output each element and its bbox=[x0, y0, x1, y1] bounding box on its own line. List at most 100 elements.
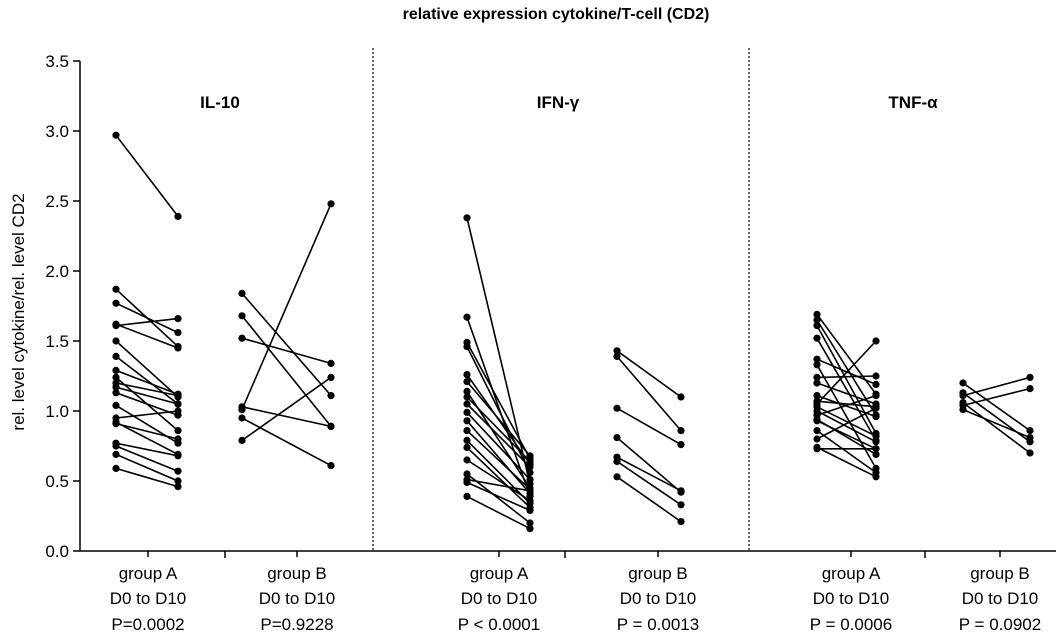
paired-line bbox=[816, 410, 877, 443]
group-sublabel: D0 to D10 bbox=[620, 589, 697, 608]
paired-line bbox=[816, 429, 877, 474]
data-point-d10 bbox=[872, 372, 880, 380]
y-tick-label: 2.0 bbox=[45, 262, 69, 281]
group-1-1: group B D0 to D10 P = 0.0013 bbox=[613, 347, 699, 634]
paired-line bbox=[241, 417, 332, 467]
data-point-d0 bbox=[959, 379, 967, 387]
group-pvalue: P = 0.0013 bbox=[617, 615, 699, 634]
data-point-d10 bbox=[174, 392, 182, 400]
data-point-d10 bbox=[174, 329, 182, 337]
data-point-d0 bbox=[463, 343, 471, 351]
data-point-d10 bbox=[872, 380, 880, 388]
paired-line bbox=[241, 292, 332, 397]
paired-line bbox=[962, 387, 1031, 407]
data-point-d0 bbox=[613, 352, 621, 360]
data-point-d10 bbox=[872, 404, 880, 412]
data-point-d0 bbox=[112, 420, 120, 428]
paired-line bbox=[466, 346, 531, 473]
data-point-d0 bbox=[813, 435, 821, 443]
data-point-d10 bbox=[174, 344, 182, 352]
data-point-d10 bbox=[872, 438, 880, 446]
data-point-d10 bbox=[526, 519, 534, 527]
paired-line bbox=[466, 316, 531, 497]
paired-line bbox=[466, 430, 531, 490]
data-point-d10 bbox=[174, 483, 182, 491]
data-point-d0 bbox=[813, 322, 821, 330]
paired-line bbox=[115, 340, 179, 398]
data-point-d10 bbox=[872, 445, 880, 453]
paired-line bbox=[241, 315, 332, 427]
data-point-d10 bbox=[174, 452, 182, 460]
paired-line bbox=[816, 375, 877, 379]
data-point-d10 bbox=[1026, 385, 1034, 393]
data-point-d0 bbox=[112, 442, 120, 450]
data-point-d0 bbox=[238, 406, 246, 414]
data-point-d0 bbox=[238, 312, 246, 320]
data-point-d10 bbox=[1026, 434, 1034, 442]
data-point-d0 bbox=[463, 371, 471, 379]
paired-line bbox=[816, 446, 877, 478]
paired-line bbox=[962, 401, 1031, 454]
data-point-d10 bbox=[677, 487, 685, 495]
data-point-d0 bbox=[613, 347, 621, 355]
data-point-d0 bbox=[112, 401, 120, 409]
group-1-0: group A D0 to D10 P < 0.0001 bbox=[458, 214, 540, 634]
paired-line bbox=[466, 420, 531, 495]
data-point-d10 bbox=[872, 392, 880, 400]
data-point-d0 bbox=[238, 436, 246, 444]
group-pvalue: P = 0.0006 bbox=[810, 615, 892, 634]
data-point-d10 bbox=[327, 392, 335, 400]
group-label: group A bbox=[119, 564, 178, 583]
y-tick-label: 1.0 bbox=[45, 402, 69, 421]
panel-1: IFN-γ group A D0 to D10 P < 0.0001 group B D0… bbox=[458, 93, 699, 634]
data-point-d0 bbox=[463, 470, 471, 478]
data-point-d10 bbox=[1026, 373, 1034, 381]
paired-line bbox=[115, 421, 179, 456]
y-tick-label: 3.0 bbox=[45, 122, 69, 141]
group-pvalue: P < 0.0001 bbox=[458, 615, 540, 634]
chart-title: relative expression cytokine/T-cell (CD2… bbox=[403, 6, 710, 23]
data-point-d0 bbox=[813, 379, 821, 387]
data-point-d10 bbox=[1026, 427, 1034, 435]
data-point-d10 bbox=[174, 477, 182, 485]
paired-line bbox=[816, 400, 877, 408]
data-point-d0 bbox=[813, 355, 821, 363]
data-point-d10 bbox=[327, 359, 335, 367]
data-point-d10 bbox=[1026, 449, 1034, 457]
data-point-d0 bbox=[463, 417, 471, 425]
data-point-d10 bbox=[677, 518, 685, 526]
data-point-d0 bbox=[112, 366, 120, 374]
paired-line bbox=[962, 382, 1031, 432]
data-point-d0 bbox=[463, 408, 471, 416]
y-tick-label: 2.5 bbox=[45, 192, 69, 211]
paired-line bbox=[466, 403, 531, 468]
data-point-d0 bbox=[813, 316, 821, 324]
paired-line bbox=[466, 478, 531, 492]
data-point-d10 bbox=[677, 441, 685, 449]
paired-line bbox=[466, 495, 531, 530]
panels: IL-10 group A D0 to D10 P=0.0002 group B D0 t… bbox=[110, 48, 1041, 634]
paired-line bbox=[816, 406, 877, 437]
paired-line bbox=[816, 420, 877, 450]
data-point-d0 bbox=[112, 352, 120, 360]
paired-line bbox=[241, 203, 332, 410]
data-point-d0 bbox=[463, 378, 471, 386]
group-label: group A bbox=[470, 564, 529, 583]
paired-line bbox=[616, 355, 682, 432]
data-point-d0 bbox=[959, 406, 967, 414]
data-point-d0 bbox=[613, 404, 621, 412]
data-point-d0 bbox=[238, 414, 246, 422]
paired-line bbox=[616, 460, 682, 506]
data-point-d10 bbox=[677, 427, 685, 435]
data-point-d0 bbox=[238, 289, 246, 297]
data-point-d10 bbox=[526, 452, 534, 460]
y-tick-label: 0.5 bbox=[45, 472, 69, 491]
group-sublabel: D0 to D10 bbox=[461, 589, 538, 608]
group-label: group A bbox=[822, 564, 881, 583]
group-sublabel: D0 to D10 bbox=[259, 589, 336, 608]
paired-line bbox=[115, 453, 179, 482]
group-pvalue: P = 0.0902 bbox=[959, 615, 1041, 634]
paired-line bbox=[616, 436, 682, 493]
data-point-d0 bbox=[463, 427, 471, 435]
